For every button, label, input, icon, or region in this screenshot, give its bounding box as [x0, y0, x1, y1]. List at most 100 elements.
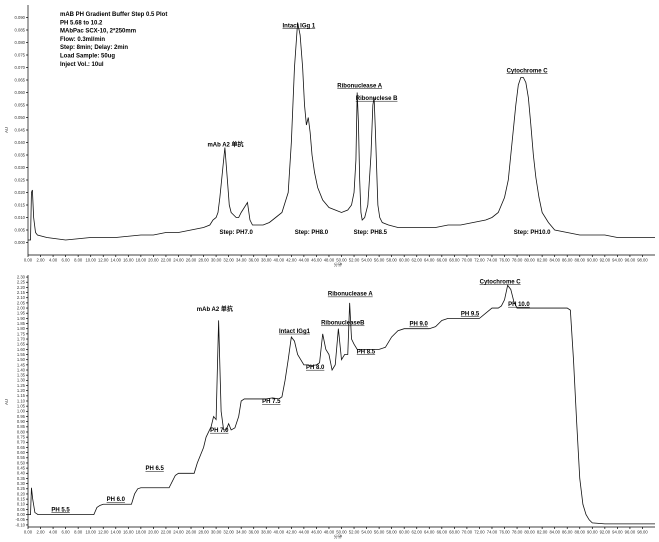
x-tick-label: 0.00: [24, 530, 33, 535]
x-tick-label: 22.00: [161, 530, 172, 535]
x-tick-label: 10.00: [85, 530, 96, 535]
y-tick-label: 2.20: [17, 285, 26, 290]
x-tick-label: 74.00: [487, 530, 498, 535]
x-tick-label: 24.00: [173, 258, 184, 263]
x-tick-label: 48.00: [324, 530, 335, 535]
x-tick-label: 72.00: [474, 258, 485, 263]
x-tick-label: 68.00: [449, 530, 460, 535]
y-tick-label: 2.25: [17, 280, 26, 285]
x-tick-label: 28.00: [198, 258, 209, 263]
x-tick-label: 86.00: [562, 258, 573, 263]
y-tick-label: 0.080: [15, 40, 26, 45]
x-tick-label: 54.00: [361, 530, 372, 535]
y-tick-label: 0.75: [17, 435, 26, 440]
x-tick-label: 60.00: [399, 258, 410, 263]
y-tick-label: 0.055: [15, 102, 26, 107]
y-tick-label: 1.90: [17, 316, 26, 321]
y-tick-label: 0.35: [17, 476, 26, 481]
y-tick-label: 0.95: [17, 414, 26, 419]
y-tick-label: 0.70: [17, 440, 26, 445]
x-tick-label: 2.00: [36, 530, 45, 535]
x-tick-label: 12.00: [98, 258, 109, 263]
y-tick-label: 1.70: [17, 336, 26, 341]
y-tick-label: 0.65: [17, 445, 26, 450]
peak-annotation-label: Cytochrome C: [480, 279, 522, 285]
method-info-line: MAbPac SCX-10, 2*250mm: [60, 29, 136, 35]
peak-annotation-label: PH 6.0: [107, 497, 126, 503]
peak-annotation-label: PH 5.5: [51, 508, 70, 514]
y-tick-label: 1.30: [17, 378, 26, 383]
x-tick-label: 26.00: [186, 530, 197, 535]
x-tick-label: 64.00: [424, 258, 435, 263]
y-tick-label: 2.00: [17, 305, 26, 310]
y-tick-label: 0.00: [17, 512, 26, 517]
y-tick-label: 0.25: [17, 486, 26, 491]
x-tick-label: 32.00: [223, 530, 234, 535]
peak-annotation-label: PH 7.0: [210, 428, 229, 434]
y-tick-label: 0.85: [17, 424, 26, 429]
x-tick-label: 80.00: [524, 530, 535, 535]
x-tick-label: 52.00: [349, 258, 360, 263]
x-tick-label: 50.00: [336, 530, 347, 535]
x-tick-label: 86.00: [562, 530, 573, 535]
peak-annotation-label: PH 8.0: [306, 365, 325, 371]
x-tick-label: 58.00: [386, 530, 397, 535]
x-tick-label: 10.00: [85, 258, 96, 263]
method-info-line: Load Sample: 50ug: [60, 54, 115, 60]
chromatogram-trace-line: [28, 284, 655, 525]
x-tick-label: 94.00: [612, 258, 623, 263]
x-tick-label: 78.00: [512, 258, 523, 263]
y-tick-label: 1.15: [17, 393, 26, 398]
x-tick-label: 20.00: [148, 258, 159, 263]
y-tick-label: 0.45: [17, 466, 26, 471]
x-tick-label: 66.00: [437, 530, 448, 535]
method-info-line: mAB PH Gradient Buffer Step 0.5 Plot: [60, 12, 167, 18]
y-tick-label: 0.015: [15, 202, 26, 207]
x-tick-label: 42.00: [286, 258, 297, 263]
y-tick-label: 0.050: [15, 115, 26, 120]
x-tick-label: 38.00: [261, 530, 272, 535]
x-tick-label: 34.00: [236, 258, 247, 263]
x-tick-label: 44.00: [299, 530, 310, 535]
y-tick-label: 1.10: [17, 398, 26, 403]
y-tick-label: -0.05: [15, 517, 25, 522]
y-tick-label: 1.85: [17, 321, 26, 326]
x-tick-label: 94.00: [612, 530, 623, 535]
y-tick-label: 1.35: [17, 373, 26, 378]
peak-annotation-label: Step: PH8.0: [295, 230, 329, 236]
peak-annotation-label: Ribonuclease A: [337, 84, 382, 90]
x-tick-label: 70.00: [462, 530, 473, 535]
peak-annotation-label: Ribonuclese B: [356, 96, 398, 102]
x-tick-label: 18.00: [136, 530, 147, 535]
y-tick-label: 1.45: [17, 362, 26, 367]
x-tick-label: 22.00: [161, 258, 172, 263]
x-tick-label: 6.00: [62, 530, 71, 535]
peak-annotation-label: PH 8.5: [357, 349, 376, 355]
x-tick-label: 20.00: [148, 530, 159, 535]
y-tick-label: 0.60: [17, 450, 26, 455]
y-tick-label: 1.60: [17, 347, 26, 352]
x-tick-label: 88.00: [575, 530, 586, 535]
y-tick-label: 0.085: [15, 27, 26, 32]
x-tick-label: 38.00: [261, 258, 272, 263]
y-tick-label: 0.060: [15, 90, 26, 95]
peak-annotation-label: PH 7.5: [262, 399, 281, 405]
x-tick-label: 46.00: [311, 530, 322, 535]
peak-annotation-label: Intact IGg 1: [283, 24, 316, 30]
x-tick-label: 26.00: [186, 258, 197, 263]
peak-annotation-label: Cytochrome C: [507, 69, 549, 75]
chromatogram-trace-line: [28, 22, 655, 241]
x-tick-label: 50.00: [336, 258, 347, 263]
x-tick-label: 96.00: [625, 258, 636, 263]
x-tick-label: 12.00: [98, 530, 109, 535]
x-tick-label: 32.00: [223, 258, 234, 263]
y-tick-label: 0.025: [15, 177, 26, 182]
x-tick-label: 90.00: [587, 530, 598, 535]
y-tick-label: 0.80: [17, 429, 26, 434]
x-tick-label: 90.00: [587, 258, 598, 263]
x-tick-label: 14.00: [111, 530, 122, 535]
x-tick-label: 62.00: [411, 258, 422, 263]
x-tick-label: 60.00: [399, 530, 410, 535]
y-axis-label: AU: [4, 399, 9, 405]
